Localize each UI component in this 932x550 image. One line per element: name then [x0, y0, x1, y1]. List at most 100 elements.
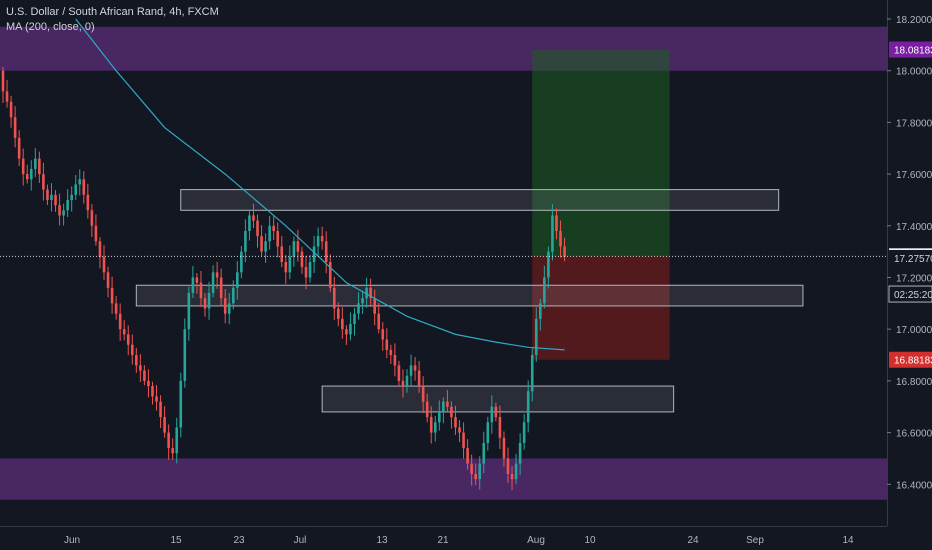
x-tick-label: Aug — [527, 535, 545, 546]
candle-body — [365, 287, 368, 299]
x-tick-label: Sep — [746, 535, 764, 546]
candle-body — [450, 406, 453, 418]
candle-body — [66, 199, 69, 211]
candle-body — [526, 391, 530, 423]
y-tick-label: 17.40000 — [896, 222, 932, 233]
candle-body — [373, 298, 376, 314]
candle-body — [195, 277, 199, 283]
candle-body — [171, 448, 174, 454]
candle-body — [502, 437, 506, 459]
candle-body — [236, 272, 239, 288]
candle-body — [240, 251, 243, 273]
candle-body — [446, 401, 449, 407]
candle-body — [417, 370, 421, 387]
price-label-bg — [889, 351, 932, 368]
candle-body — [470, 463, 473, 474]
candle-body — [506, 458, 510, 474]
y-tick-label: 16.40000 — [896, 480, 932, 491]
candle-body — [62, 210, 65, 216]
candle-body — [341, 318, 344, 330]
candle-body — [486, 422, 490, 443]
candle-body — [353, 313, 356, 325]
candle-body — [482, 442, 486, 464]
x-tick-label: Jun — [64, 535, 80, 546]
y-tick-label: 18.00000 — [896, 67, 932, 78]
y-tick-label: 16.60000 — [896, 429, 932, 440]
price-label-plain: 17.27570 — [894, 254, 932, 265]
candle-body — [106, 272, 110, 288]
candle-body — [551, 215, 554, 252]
sr-box-3 — [321, 385, 675, 413]
y-tick-label: 17.60000 — [896, 170, 932, 181]
candle-body — [126, 334, 130, 345]
candle-body — [102, 256, 106, 273]
price-label-timer: 02:25:20 — [894, 290, 932, 301]
candle-body — [316, 236, 320, 247]
candle-body — [183, 329, 187, 381]
candle-body — [179, 380, 183, 428]
y-tick-label: 17.20000 — [896, 274, 932, 285]
candle-body — [34, 158, 37, 169]
y-axis-ticks: 18.20000 18.00000 17.80000 17.60000 17.40000… — [887, 15, 932, 491]
candle-body — [223, 298, 227, 314]
candle-body — [54, 194, 57, 206]
candle-body — [292, 241, 296, 257]
x-tick-label: 14 — [842, 535, 854, 546]
candle-body — [337, 308, 340, 319]
candle-body — [248, 215, 251, 231]
y-tick-label: 17.00000 — [896, 325, 932, 336]
candle-body — [466, 448, 469, 464]
candle-body — [147, 380, 150, 387]
candle-body — [187, 293, 191, 330]
candle-body — [94, 225, 98, 242]
candle-body — [397, 365, 401, 381]
x-tick-label: 13 — [376, 535, 388, 546]
sr-box-2 — [135, 284, 804, 307]
candle-body — [385, 339, 389, 350]
price-label-bg — [889, 41, 932, 58]
x-tick-label: 15 — [170, 535, 182, 546]
candle-body — [563, 246, 566, 257]
candle-body — [163, 417, 166, 433]
candle-body — [458, 427, 461, 433]
candle-body — [539, 303, 542, 319]
candle-body — [409, 365, 413, 376]
candle-body — [474, 473, 477, 480]
candle-body — [155, 396, 158, 402]
candle-body — [143, 370, 146, 381]
candle-body — [349, 324, 352, 335]
candle-body — [74, 184, 78, 195]
candle-body — [46, 189, 49, 200]
candle-body — [284, 261, 288, 273]
candle-body — [13, 117, 17, 138]
candle-body — [454, 417, 457, 428]
candle-body — [308, 261, 312, 278]
x-axis-ticks: Jun 15 23 Jul 13 21 Aug 10 24 Sep 14 — [64, 535, 854, 546]
candle-body — [135, 355, 138, 366]
ma-200-line — [75, 18, 565, 351]
candle-body — [312, 246, 316, 262]
candle-body — [514, 463, 518, 480]
x-tick-label: 10 — [584, 535, 596, 546]
symbol-title[interactable]: U.S. Dollar / South African Rand, 4h, FX… — [6, 6, 219, 18]
candle-body — [29, 168, 33, 180]
loss-zone — [532, 256, 670, 360]
price-label-bg — [889, 249, 932, 266]
candle-body — [191, 277, 195, 294]
candle-body — [272, 225, 275, 231]
price-label-loss: 16.88183 — [894, 356, 932, 367]
x-tick-label: Jul — [294, 535, 307, 546]
candle-body — [498, 417, 502, 438]
candle-body — [50, 194, 53, 200]
candle-body — [256, 220, 259, 237]
candle-body — [462, 432, 465, 449]
candle-body — [199, 282, 203, 299]
indicator-label[interactable]: MA (200, close, 0) — [6, 21, 95, 33]
candle-body — [425, 401, 429, 418]
candle-body — [401, 380, 405, 387]
x-tick-label: 23 — [233, 535, 245, 546]
sr-box-1 — [180, 189, 780, 211]
